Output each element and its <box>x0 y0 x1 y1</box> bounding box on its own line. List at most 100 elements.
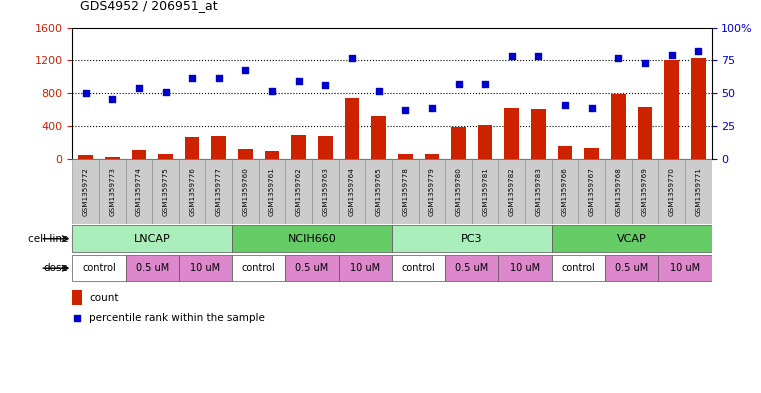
Point <box>426 105 438 111</box>
Bar <box>259 159 285 224</box>
Bar <box>638 107 652 159</box>
Bar <box>425 154 439 159</box>
Point <box>666 52 678 58</box>
Point <box>612 55 624 61</box>
Text: VCAP: VCAP <box>616 234 647 244</box>
Text: 0.5 uM: 0.5 uM <box>615 263 648 273</box>
Bar <box>552 255 605 281</box>
Point <box>506 53 518 60</box>
Point <box>213 74 225 81</box>
Bar <box>339 255 392 281</box>
Point <box>133 85 145 91</box>
Bar <box>179 255 232 281</box>
Bar <box>285 255 339 281</box>
Text: GSM1359773: GSM1359773 <box>110 167 115 216</box>
Text: 0.5 uM: 0.5 uM <box>455 263 489 273</box>
Bar <box>605 255 658 281</box>
Text: 10 uM: 10 uM <box>670 263 700 273</box>
Text: 0.5 uM: 0.5 uM <box>135 263 169 273</box>
Point <box>400 107 412 114</box>
Text: 0.5 uM: 0.5 uM <box>295 263 329 273</box>
Bar <box>658 159 685 224</box>
Bar <box>126 159 152 224</box>
Text: GSM1359771: GSM1359771 <box>696 167 701 216</box>
Text: cell line: cell line <box>28 234 68 244</box>
Point <box>639 60 651 66</box>
Point <box>533 53 545 60</box>
Bar <box>105 157 119 159</box>
Point <box>586 105 598 111</box>
Point <box>240 66 252 73</box>
Bar <box>232 159 259 224</box>
Text: GSM1359776: GSM1359776 <box>189 167 195 216</box>
Bar <box>685 159 712 224</box>
Text: GSM1359783: GSM1359783 <box>536 167 541 216</box>
Point <box>346 55 358 61</box>
Text: dose: dose <box>43 263 68 273</box>
Bar <box>478 125 492 159</box>
Point <box>186 74 199 81</box>
Bar <box>664 61 679 159</box>
Text: GSM1359762: GSM1359762 <box>296 167 301 216</box>
Point <box>453 81 465 87</box>
Text: GSM1359780: GSM1359780 <box>456 167 461 216</box>
Bar <box>238 149 253 159</box>
Bar <box>126 255 179 281</box>
Point <box>293 78 305 84</box>
Text: GDS4952 / 206951_at: GDS4952 / 206951_at <box>80 0 218 12</box>
Point <box>320 82 332 88</box>
Text: GSM1359774: GSM1359774 <box>136 167 142 216</box>
Bar <box>552 226 712 252</box>
Text: GSM1359778: GSM1359778 <box>403 167 408 216</box>
Point <box>71 314 83 321</box>
Text: GSM1359761: GSM1359761 <box>269 167 275 216</box>
Bar <box>72 159 99 224</box>
Bar <box>691 58 705 159</box>
Text: GSM1359779: GSM1359779 <box>429 167 435 216</box>
Bar <box>285 159 312 224</box>
Text: GSM1359770: GSM1359770 <box>669 167 674 216</box>
Text: GSM1359768: GSM1359768 <box>616 167 621 216</box>
Bar <box>445 255 498 281</box>
Bar <box>578 159 605 224</box>
Text: NCIH660: NCIH660 <box>288 234 336 244</box>
Bar <box>291 135 306 159</box>
Bar <box>611 94 626 159</box>
Bar <box>505 108 519 159</box>
Bar <box>451 127 466 159</box>
Bar <box>232 226 392 252</box>
Text: count: count <box>90 292 119 303</box>
Text: 10 uM: 10 uM <box>190 263 221 273</box>
Bar <box>72 290 82 305</box>
Bar <box>179 159 205 224</box>
Bar <box>632 159 658 224</box>
Bar <box>392 159 419 224</box>
Bar <box>339 159 365 224</box>
Bar <box>312 159 339 224</box>
Point <box>80 90 92 96</box>
Text: GSM1359767: GSM1359767 <box>589 167 594 216</box>
Bar <box>392 226 552 252</box>
Bar <box>445 159 472 224</box>
Text: GSM1359781: GSM1359781 <box>482 167 488 216</box>
Bar <box>265 151 279 159</box>
Text: control: control <box>562 263 595 273</box>
Bar <box>498 159 525 224</box>
Bar <box>99 159 126 224</box>
Bar <box>531 109 546 159</box>
Bar <box>152 159 179 224</box>
Point <box>107 95 119 102</box>
Text: GSM1359769: GSM1359769 <box>642 167 648 216</box>
Text: LNCAP: LNCAP <box>134 234 170 244</box>
Bar <box>498 255 552 281</box>
Bar <box>398 154 412 159</box>
Bar <box>345 98 359 159</box>
Text: GSM1359765: GSM1359765 <box>376 167 381 216</box>
Bar <box>658 255 712 281</box>
Bar <box>419 159 445 224</box>
Bar <box>584 148 599 159</box>
Text: GSM1359763: GSM1359763 <box>323 167 328 216</box>
Bar <box>205 159 232 224</box>
Bar <box>558 145 572 159</box>
Bar <box>158 154 173 159</box>
